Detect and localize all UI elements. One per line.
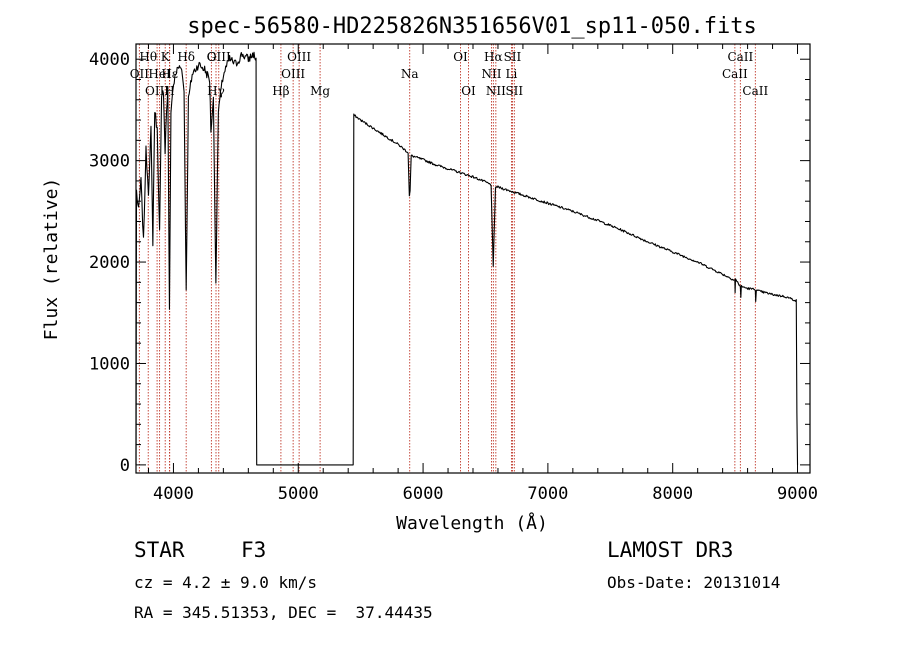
line-marker-label: Hδ xyxy=(177,50,195,64)
line-marker-label: CaII xyxy=(722,67,748,81)
y-tick-label: 3000 xyxy=(89,152,130,172)
line-marker-label: Li xyxy=(506,67,518,81)
line-marker-label: OIII xyxy=(287,50,311,64)
line-marker-label: HeI xyxy=(148,67,171,81)
line-marker-label: NII xyxy=(486,84,506,98)
flux-series-line xyxy=(135,51,799,466)
line-marker-label: CaII xyxy=(727,50,753,64)
line-marker-label: G xyxy=(207,50,217,64)
line-markers xyxy=(138,44,756,473)
observation-date: Obs-Date: 20131014 xyxy=(607,573,781,592)
x-tick-label: 8000 xyxy=(652,484,693,504)
line-marker-label: OI xyxy=(461,84,476,98)
object-subclass: F3 xyxy=(241,538,267,562)
line-marker-label: NII xyxy=(481,67,501,81)
line-marker-label: Na xyxy=(401,67,419,81)
chart-title: spec-56580-HD225826N351656V01_sp11-050.f… xyxy=(187,14,757,39)
object-class: STAR xyxy=(134,538,185,562)
line-marker-label: H xyxy=(164,84,174,98)
line-marker-label: OII xyxy=(130,67,150,81)
line-marker-label: K xyxy=(161,50,171,64)
x-tick-label: 6000 xyxy=(403,484,444,504)
plot-frame xyxy=(135,43,811,474)
coordinates: RA = 345.51353, DEC = 37.44435 xyxy=(134,603,433,622)
y-axis-ticks: 0 1000 2000 3000 4000 xyxy=(89,50,810,476)
y-axis-label: Flux (relative) xyxy=(41,178,62,341)
x-tick-label: 5000 xyxy=(278,484,319,504)
line-marker-label: Hα xyxy=(484,50,503,64)
y-tick-label: 1000 xyxy=(89,354,130,374)
x-axis-ticks: 4000 5000 6000 7000 8000 9000 xyxy=(147,44,818,504)
line-marker-label: Hε xyxy=(161,67,178,81)
line-marker-label: OIII xyxy=(207,50,231,64)
line-marker-label: Hβ xyxy=(272,84,289,98)
line-marker-label: Mg xyxy=(310,84,330,98)
line-marker-label: Hθ xyxy=(139,50,157,64)
y-tick-label: 0 xyxy=(120,456,130,476)
line-marker-label: CaII xyxy=(742,84,768,98)
line-marker-label: SII xyxy=(504,50,522,64)
y-tick-label: 2000 xyxy=(89,253,130,273)
survey-name: LAMOST DR3 xyxy=(607,538,734,562)
x-tick-label: 7000 xyxy=(527,484,568,504)
x-tick-label: 4000 xyxy=(153,484,194,504)
redshift-value: cz = 4.2 ± 9.0 km/s xyxy=(134,573,318,592)
line-marker-label: SII xyxy=(505,84,523,98)
line-marker-label: OI xyxy=(453,50,468,64)
line-marker-label: OIII xyxy=(281,67,305,81)
x-tick-label: 9000 xyxy=(777,484,818,504)
y-tick-label: 4000 xyxy=(89,50,130,70)
x-axis-label: Wavelength (Å) xyxy=(396,512,548,534)
